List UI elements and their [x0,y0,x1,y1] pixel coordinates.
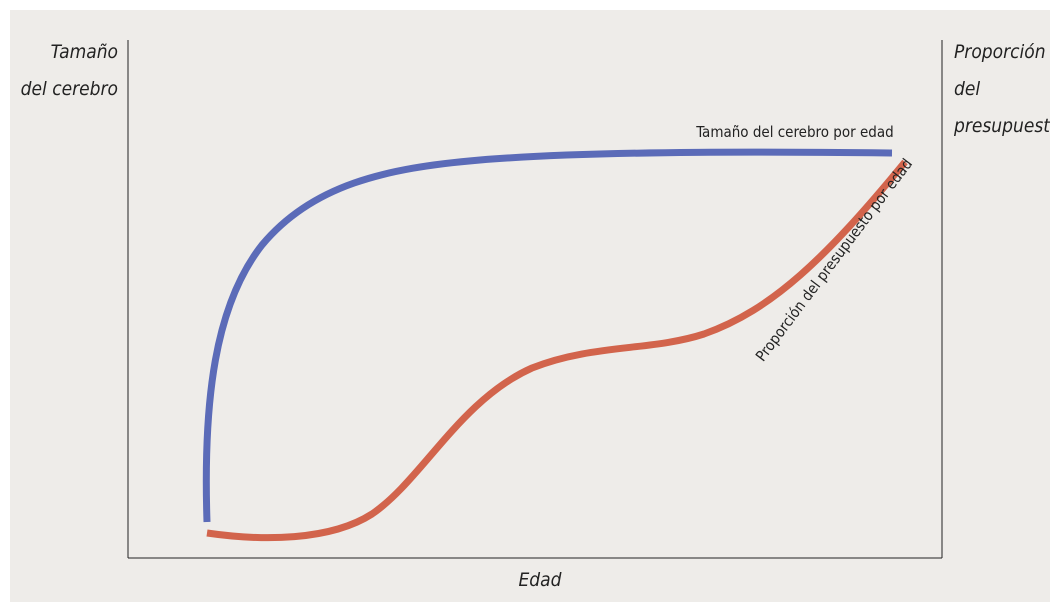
brain-size-curve [202,148,893,523]
curve-label: Tamaño del cerebro por edad [695,123,893,141]
right-axis-label: presupuesto [953,115,1050,137]
x-axis-label: Edad [519,569,562,591]
budget-share-curve [206,159,908,542]
right-axis-label: del [954,78,980,100]
right-axis-label: Proporción [954,41,1046,63]
left-axis-label: Tamaño [51,41,118,63]
left-axis-label: del cerebro [21,78,118,100]
panel [10,10,1050,602]
